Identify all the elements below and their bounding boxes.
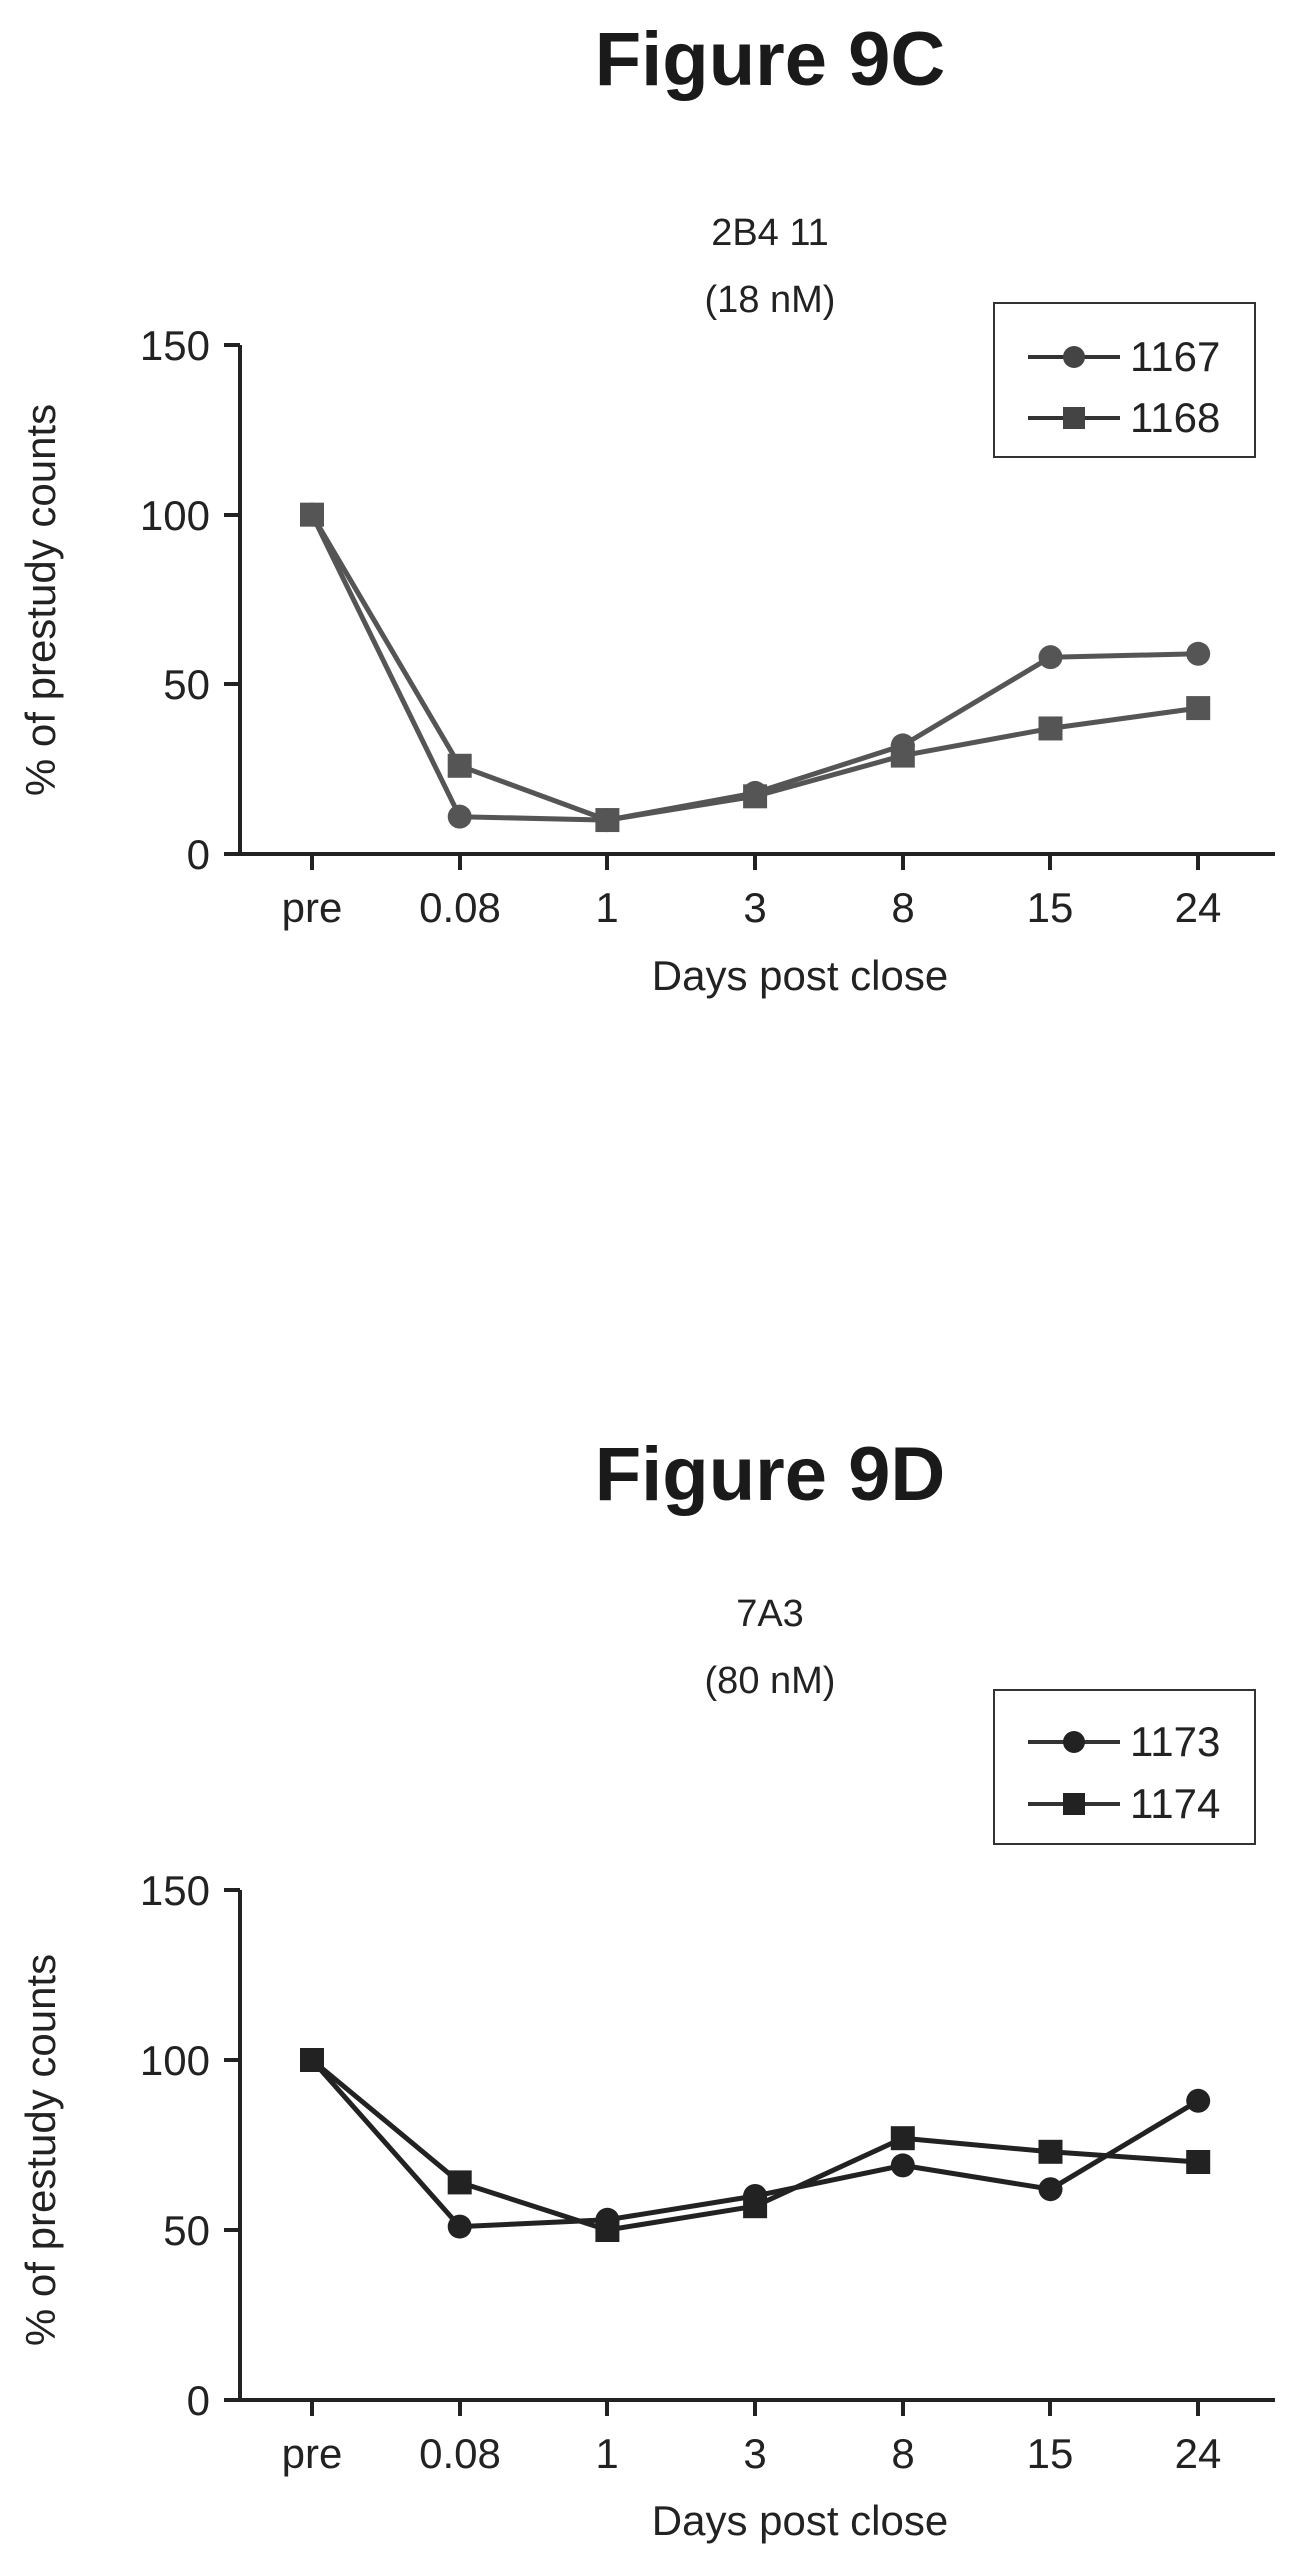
data-point-1174-pre [300, 2048, 324, 2072]
y-tick-label: 100 [140, 2037, 210, 2084]
legend: 1167 1168 [993, 302, 1256, 458]
x-tick-label: 1 [595, 2430, 618, 2477]
y-tick-label: 0 [187, 2377, 210, 2424]
chart-title: 2B4 11 [711, 212, 829, 254]
y-tick-label: 150 [140, 1867, 210, 1914]
data-point-1167-15 [1038, 645, 1063, 670]
x-tick-label: 3 [743, 884, 766, 931]
y-tick-label: 50 [163, 2207, 210, 2254]
x-axis: pre 0.08 1 3 8 15 24 Days post close [240, 2398, 1275, 2544]
x-tick-label: 24 [1175, 2430, 1222, 2477]
y-axis-label: % of prestudy counts [17, 404, 64, 796]
x-tick-label: 0.08 [419, 2430, 501, 2477]
plot-area [300, 502, 1211, 833]
legend-label-1: 1167 [1130, 333, 1220, 380]
data-point-1168-1 [595, 808, 620, 833]
data-point-1173-8 [890, 2153, 915, 2178]
data-point-1174-3 [743, 2194, 768, 2219]
y-tick-label: 50 [163, 661, 210, 708]
data-point-1174-24 [1186, 2150, 1211, 2174]
series-line-1168 [309, 513, 1199, 823]
chart-9c: Figure 9C 2B4 11 (18 nM) 1167 1168 150 1… [17, 17, 1275, 999]
chart-subtitle: (80 nM) [705, 1660, 836, 1702]
legend-label-2: 1168 [1130, 394, 1220, 441]
y-axis-label: % of prestudy counts [17, 1954, 64, 2346]
legend-label-1: 1173 [1130, 1718, 1220, 1765]
x-tick-label: pre [282, 2430, 343, 2477]
data-point-1174-0.08 [447, 2170, 472, 2195]
legend-box [993, 1689, 1256, 1845]
plot-area [300, 2048, 1211, 2242]
x-axis-label: Days post close [652, 952, 948, 999]
data-point-1173-0.08 [447, 2214, 472, 2239]
y-tick-label: 150 [140, 322, 210, 369]
x-tick-label: 8 [891, 2430, 914, 2477]
data-point-1173-15 [1038, 2177, 1063, 2202]
y-axis: 150 100 50 0 % of prestudy counts [17, 1867, 242, 2424]
legend-circle-marker [1063, 346, 1085, 368]
figure-label: Figure 9D [595, 1432, 946, 1517]
data-point-1167-24 [1186, 641, 1211, 666]
x-tick-label: 1 [595, 884, 618, 931]
data-point-1167-0.08 [447, 804, 472, 829]
series-line-1167 [309, 513, 1199, 823]
data-point-1174-15 [1038, 2139, 1063, 2164]
figure-label: Figure 9C [595, 17, 946, 102]
data-point-1174-8 [890, 2126, 915, 2151]
x-tick-label: 15 [1027, 884, 1074, 931]
y-tick-label: 0 [187, 831, 210, 878]
data-point-1173-24 [1186, 2088, 1211, 2113]
legend-square-marker [1063, 1793, 1085, 1815]
x-tick-label: 8 [891, 884, 914, 931]
legend-box [993, 302, 1256, 458]
legend-circle-marker [1063, 1731, 1085, 1753]
y-axis: 150 100 50 0 % of prestudy counts [17, 322, 242, 878]
data-point-1168-24 [1186, 696, 1211, 721]
chart-9d: Figure 9D 7A3 (80 nM) 1173 1174 150 100 … [17, 1432, 1275, 2544]
data-point-1168-8 [890, 743, 915, 768]
x-tick-label: 15 [1027, 2430, 1074, 2477]
data-point-1174-1 [595, 2218, 620, 2242]
y-tick-label: 100 [140, 492, 210, 539]
x-tick-label: 3 [743, 2430, 766, 2477]
data-point-1168-15 [1038, 716, 1063, 741]
x-axis-label: Days post close [652, 2497, 948, 2544]
x-axis: pre 0.08 1 3 8 15 24 Days post close [240, 852, 1275, 999]
chart-title: 7A3 [736, 1593, 804, 1635]
legend-square-marker [1063, 407, 1085, 429]
legend-label-2: 1174 [1130, 1780, 1220, 1827]
data-point-1168-3 [743, 784, 768, 809]
x-tick-label: pre [282, 884, 343, 931]
x-tick-label: 24 [1175, 884, 1222, 931]
legend: 1173 1174 [993, 1689, 1256, 1845]
x-tick-label: 0.08 [419, 884, 501, 931]
chart-subtitle: (18 nM) [705, 279, 836, 321]
data-point-1168-pre [300, 502, 324, 527]
data-point-1168-0.08 [447, 753, 472, 778]
